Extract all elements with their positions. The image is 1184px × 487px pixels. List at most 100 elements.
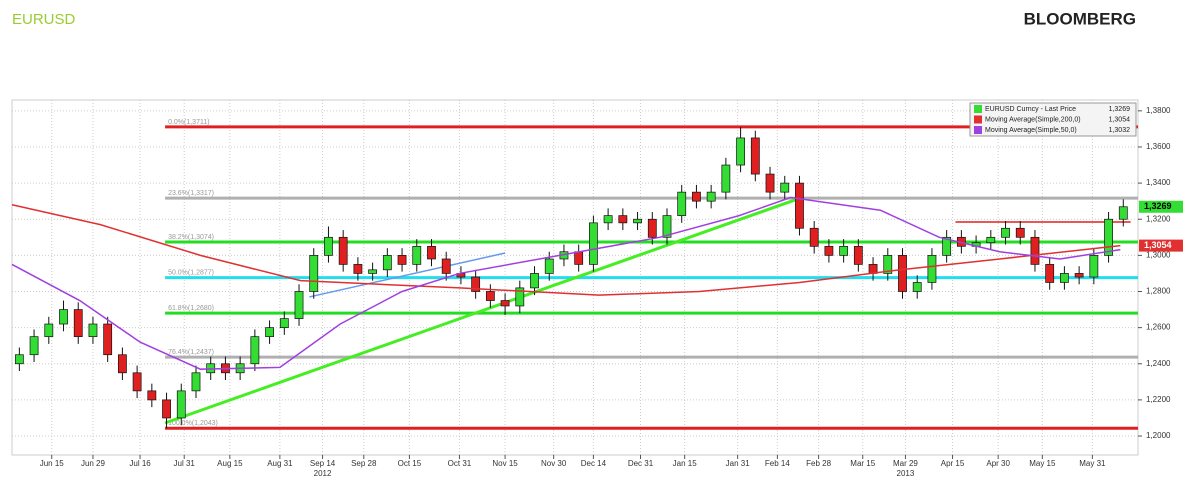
candle-body (1030, 236, 1040, 265)
candle-body (324, 236, 333, 256)
candle-body (471, 276, 481, 292)
candle (309, 248, 319, 299)
candle (176, 383, 186, 426)
candle (191, 365, 201, 399)
candle (898, 248, 907, 299)
candle-body (1060, 273, 1069, 283)
candle-body (853, 245, 863, 265)
candle (912, 275, 922, 299)
candle (294, 284, 304, 326)
candle (1001, 221, 1010, 245)
fib-label: 76.4%(1,2437) (168, 349, 214, 356)
candle-body (1118, 206, 1128, 220)
candle-body (839, 245, 849, 256)
candle (441, 251, 451, 281)
candle (88, 316, 98, 344)
y-tick-label: 1,2600 (1146, 323, 1171, 332)
trendline (164, 198, 796, 425)
candle (73, 302, 83, 344)
chart-title: EURUSD (12, 11, 76, 28)
x-tick-label: Dec 31 (628, 459, 654, 468)
price-tag (1139, 239, 1183, 252)
price-tag (1139, 200, 1183, 213)
candle-body (500, 300, 510, 307)
candle-body (29, 336, 39, 356)
legend-value: 1,3054 (1109, 116, 1131, 123)
candle (324, 226, 333, 263)
trendline (309, 252, 506, 298)
candle-body (59, 309, 68, 325)
candle (986, 230, 996, 250)
candle-body (883, 255, 893, 274)
moving-average (11, 196, 1121, 370)
candle-body (368, 269, 378, 274)
candle (765, 166, 775, 200)
candle-body (927, 255, 937, 283)
candle-body (942, 236, 952, 256)
legend-swatch (974, 126, 982, 134)
brand: BLOOMBERG (1024, 9, 1136, 28)
candle-body (618, 215, 628, 224)
candle-body (250, 336, 260, 365)
y-tick-label: 1,2400 (1146, 359, 1171, 368)
candle (589, 215, 598, 272)
candle-body (176, 390, 186, 419)
x-tick-label: Aug 31 (267, 459, 293, 468)
candle-body (589, 222, 598, 265)
x-tick-label: Nov 30 (541, 459, 567, 468)
candle-body (1001, 227, 1010, 238)
candle (692, 184, 701, 209)
candle-body (736, 137, 745, 166)
candle-body (162, 399, 171, 419)
y-tick-label: 1,3800 (1146, 106, 1171, 115)
candle (736, 126, 745, 173)
candle (795, 175, 804, 236)
candle-body (1045, 264, 1055, 283)
fib-label: 38.2%(1,3074) (168, 234, 214, 241)
candle (250, 329, 260, 371)
candle (721, 157, 731, 200)
candle (530, 266, 539, 296)
candle-body (397, 255, 407, 265)
candle (1030, 230, 1040, 272)
candle (927, 248, 937, 290)
x-tick-label: Sep 28 (351, 459, 377, 468)
fib-label: 61.8%(1,2680) (168, 305, 214, 312)
candle (603, 208, 613, 231)
candle (883, 248, 893, 281)
candle-body (191, 372, 201, 392)
candle (14, 347, 24, 371)
y-tick-label: 1,3600 (1146, 142, 1171, 151)
candle (1045, 257, 1055, 290)
candle (44, 316, 54, 344)
candle-body (88, 323, 98, 338)
x-tick-label: Oct 31 (448, 459, 472, 468)
candle (750, 130, 760, 182)
candle-body (780, 182, 790, 193)
fib-label: 50.0%(1,2877) (168, 269, 214, 276)
candle (809, 221, 819, 254)
candle (1074, 266, 1084, 285)
candle-body (73, 309, 83, 338)
candle (471, 269, 481, 299)
y-tick-label: 1,3400 (1146, 178, 1171, 187)
candle (1118, 199, 1128, 227)
candle (427, 239, 436, 267)
x-tick-label: Mar 29 (893, 459, 918, 468)
candle (412, 239, 422, 272)
legend-label: EURUSD Curncy - Last Price (985, 106, 1076, 113)
candle (677, 184, 687, 223)
y-tick-label: 1,2000 (1146, 431, 1171, 440)
x-tick-label: Oct 15 (398, 459, 422, 468)
moving-average (11, 204, 1121, 296)
x-tick-label: Jan 15 (673, 459, 698, 468)
candle-body (544, 258, 554, 274)
price-tag-label: 1,3054 (1144, 240, 1172, 250)
candle (382, 248, 392, 278)
candle-body (912, 282, 922, 292)
x-tick-label: Jun 29 (81, 459, 106, 468)
candle (485, 284, 495, 308)
legend-label: Moving Average(Simple,200,0) (985, 116, 1081, 123)
y-tick-label: 1,2800 (1146, 287, 1171, 296)
